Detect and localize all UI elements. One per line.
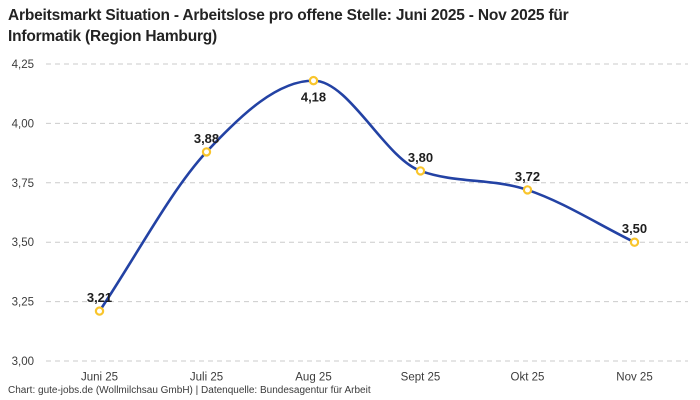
y-tick-label: 3,25 [12, 297, 34, 309]
x-tick-label: Juli 25 [190, 372, 223, 384]
data-point-label: 3,21 [87, 290, 112, 305]
data-point-marker[interactable] [308, 75, 319, 86]
data-point-label: 3,80 [408, 150, 433, 165]
series [98, 79, 636, 313]
series-line [98, 79, 636, 313]
data-point-label: 3,88 [194, 131, 219, 146]
chart-title: Arbeitsmarkt Situation - Arbeitslose pro… [8, 5, 569, 47]
data-point-marker[interactable] [415, 166, 426, 176]
x-tick-label: Juni 25 [81, 372, 118, 384]
chart-title-line-1: Arbeitsmarkt Situation - Arbeitslose pro… [8, 7, 569, 24]
data-point-marker[interactable] [94, 306, 105, 316]
data-point-label: 3,50 [622, 221, 647, 236]
y-axis-tick-labels: 4,25 4,00 3,75 3,50 3,25 3,00 [12, 59, 34, 368]
data-point-marker[interactable] [201, 147, 212, 157]
gridlines [46, 63, 688, 362]
y-tick-label: 3,50 [12, 237, 34, 249]
x-axis-tick-labels: Juni 25 Juli 25 Aug 25 Sept 25 Okt 25 Nov 25 [81, 372, 653, 384]
data-point-label: 3,72 [515, 169, 540, 184]
x-tick-label: Aug 25 [295, 372, 331, 384]
data-point-marker[interactable] [629, 237, 640, 247]
chart-title-line-2: Informatik (Region Hamburg) [8, 28, 218, 45]
y-tick-label: 3,75 [12, 178, 34, 190]
data-point-markers [94, 75, 640, 316]
y-tick-label: 3,00 [12, 356, 34, 368]
x-tick-label: Nov 25 [616, 372, 652, 384]
chart-footer-attribution: Chart: gute-jobs.de (Wollmilchsau GmbH) … [8, 385, 371, 396]
data-point-marker[interactable] [522, 185, 533, 195]
y-tick-label: 4,25 [12, 59, 34, 71]
x-tick-label: Okt 25 [511, 372, 545, 384]
data-point-labels: 3,21 3,88 4,18 3,80 3,72 3,50 [87, 90, 647, 305]
x-tick-label: Sept 25 [401, 372, 441, 384]
data-point-label: 4,18 [301, 90, 326, 105]
y-tick-label: 4,00 [12, 118, 34, 130]
